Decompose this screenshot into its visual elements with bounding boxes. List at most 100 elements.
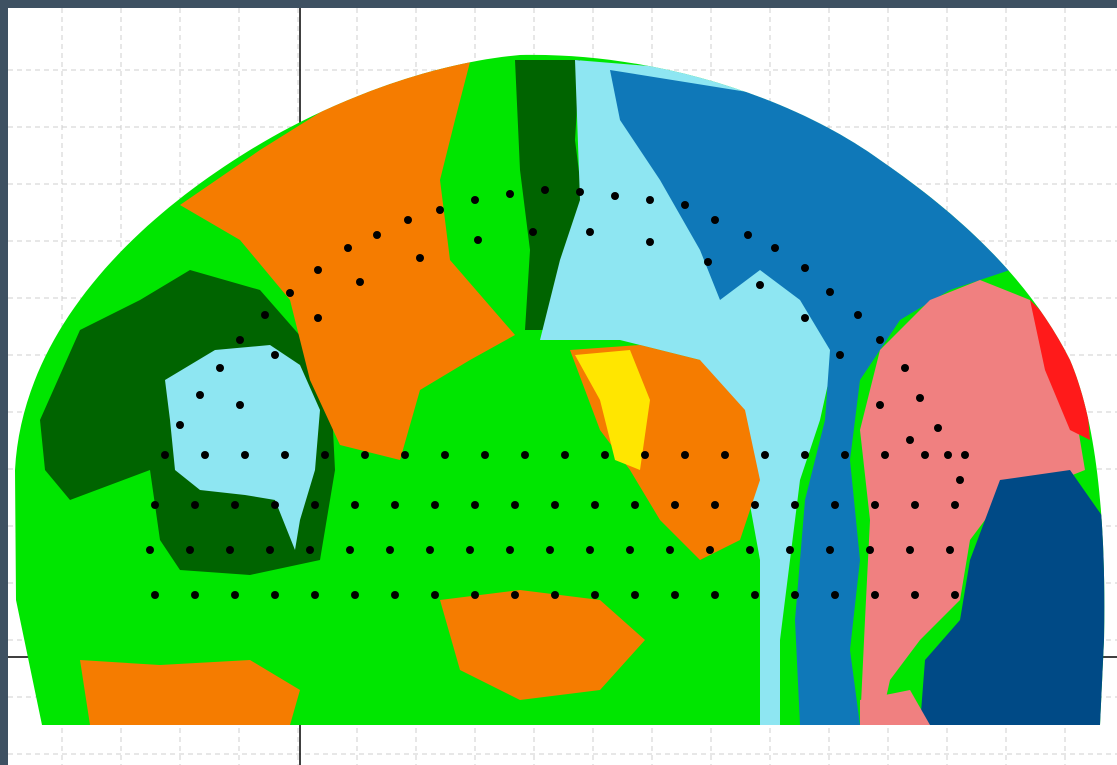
electrode-dot [791,591,799,599]
electrode-dot [921,451,929,459]
electrode-dot [521,451,529,459]
electrode-dot [426,546,434,554]
electrode-dot [266,546,274,554]
electrode-dot [271,501,279,509]
electrode-dot [314,314,322,322]
electrode-dot [576,188,584,196]
electrode-dot [373,231,381,239]
electrode-dot [186,546,194,554]
electrode-dot [351,501,359,509]
electrode-dot [416,254,424,262]
electrode-dot [281,451,289,459]
electrode-dot [681,201,689,209]
electrode-dot [361,451,369,459]
electrode-dot [161,451,169,459]
electrode-dot [404,216,412,224]
electrode-dot [711,591,719,599]
electrode-dot [934,424,942,432]
electrode-dot [756,281,764,289]
electrode-dot [791,501,799,509]
electrode-dot [346,546,354,554]
electrode-dot [271,351,279,359]
electrode-dot [911,591,919,599]
electrode-dot [321,451,329,459]
electrode-dot [951,591,959,599]
electrode-dot [866,546,874,554]
electrode-dot [431,501,439,509]
electrode-dot [286,289,294,297]
electrode-dot [344,244,352,252]
electrode-dot [391,591,399,599]
electrode-dot [871,501,879,509]
electrode-dot [231,501,239,509]
electrode-dot [511,591,519,599]
electrode-dot [876,401,884,409]
electrode-dot [771,244,779,252]
electrode-dot [706,546,714,554]
electrode-dot [704,258,712,266]
electrode-dot [466,546,474,554]
electrode-dot [311,591,319,599]
electrode-dot [751,501,759,509]
electrode-dot [391,501,399,509]
electrode-dot [546,546,554,554]
electrode-dot [356,278,364,286]
electrode-dot [591,501,599,509]
electrode-dot [711,501,719,509]
electrode-dot [876,336,884,344]
electrode-dot [951,501,959,509]
electrode-dot [831,591,839,599]
electrode-dot [441,451,449,459]
electrode-dot [646,196,654,204]
electrode-dot [151,591,159,599]
electrode-dot [721,451,729,459]
electrode-dot [944,451,952,459]
electrode-dot [801,314,809,322]
electrode-dot [826,288,834,296]
electrode-dot [956,476,964,484]
electrode-dot [646,238,654,246]
electrode-dot [826,546,834,554]
electrode-dot [236,401,244,409]
electrode-dot [601,451,609,459]
electrode-dot [881,451,889,459]
electrode-dot [854,311,862,319]
electrode-dot [216,364,224,372]
electrode-dot [231,591,239,599]
electrode-dot [631,591,639,599]
electrode-dot [529,228,537,236]
electrode-dot [746,546,754,554]
electrode-dot [901,364,909,372]
electrode-dot [586,228,594,236]
electrode-dot [836,351,844,359]
electrode-dot [261,311,269,319]
electrode-dot [751,591,759,599]
electrode-dot [481,451,489,459]
electrode-dot [306,546,314,554]
electrode-dot [511,501,519,509]
electrode-dot [506,546,514,554]
electrode-dot [786,546,794,554]
electrode-dot [671,501,679,509]
electrode-dot [191,501,199,509]
electrode-dot [191,591,199,599]
electrode-dot [506,190,514,198]
electrode-dot [386,546,394,554]
electrode-dot [474,236,482,244]
electrode-dot [961,451,969,459]
electrode-dot [641,451,649,459]
electrode-dot [626,546,634,554]
electrode-dot [311,501,319,509]
electrode-dot [911,501,919,509]
electrode-dot [801,451,809,459]
electrode-dot [871,591,879,599]
electrode-dot [551,591,559,599]
electrode-dot [236,336,244,344]
electrode-dot [586,546,594,554]
electrode-dot [761,451,769,459]
electrode-dot [471,591,479,599]
electrode-dot [471,196,479,204]
electrode-dot [226,546,234,554]
electrode-dot [801,264,809,272]
map-view [0,0,1117,765]
